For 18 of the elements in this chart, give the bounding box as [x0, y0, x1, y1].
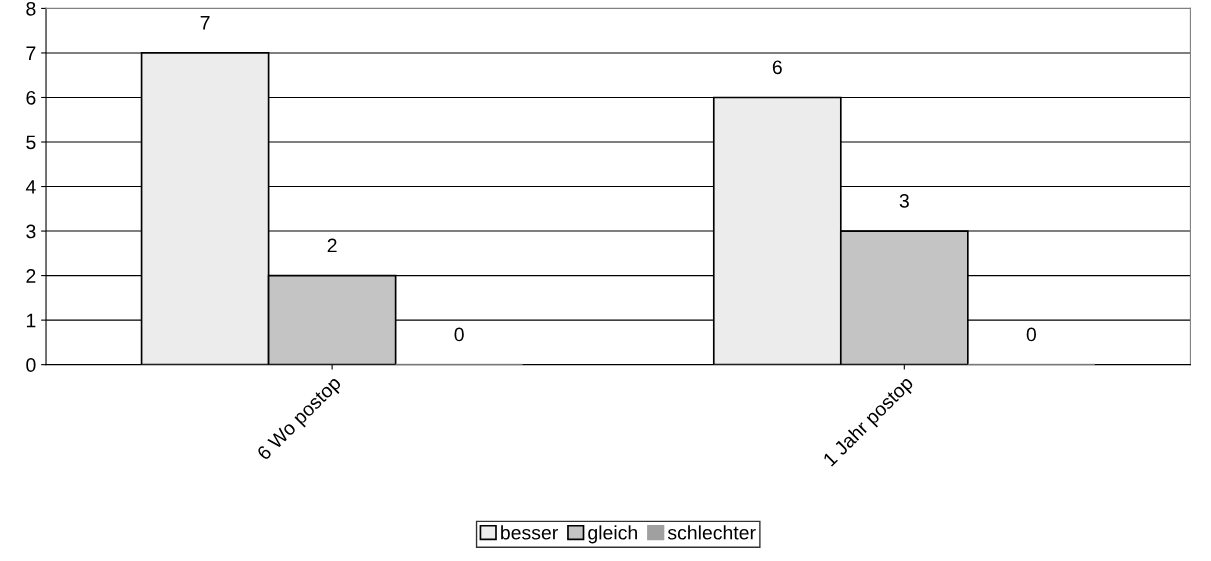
data-label: 7 — [200, 16, 210, 30]
y-tick-label: 6 — [26, 90, 36, 105]
legend-label: gleich — [588, 525, 637, 544]
data-label: 0 — [454, 327, 464, 342]
data-label: 2 — [327, 238, 337, 253]
y-tick-label: 3 — [26, 224, 36, 239]
y-tick-label: 2 — [26, 269, 36, 283]
y-tick-label: 5 — [26, 135, 36, 150]
y-tick-label: 8 — [26, 1, 36, 16]
y-tick-label: 7 — [26, 46, 36, 60]
data-label: 0 — [1026, 327, 1036, 342]
legend-label: besser — [501, 525, 558, 540]
y-tick-label: 1 — [26, 313, 36, 328]
data-label: 3 — [899, 194, 909, 208]
y-tick-label: 0 — [26, 358, 36, 372]
legend-label: schlechter — [667, 525, 756, 540]
y-tick-label: 4 — [25, 180, 36, 194]
data-label: 6 — [772, 60, 782, 75]
